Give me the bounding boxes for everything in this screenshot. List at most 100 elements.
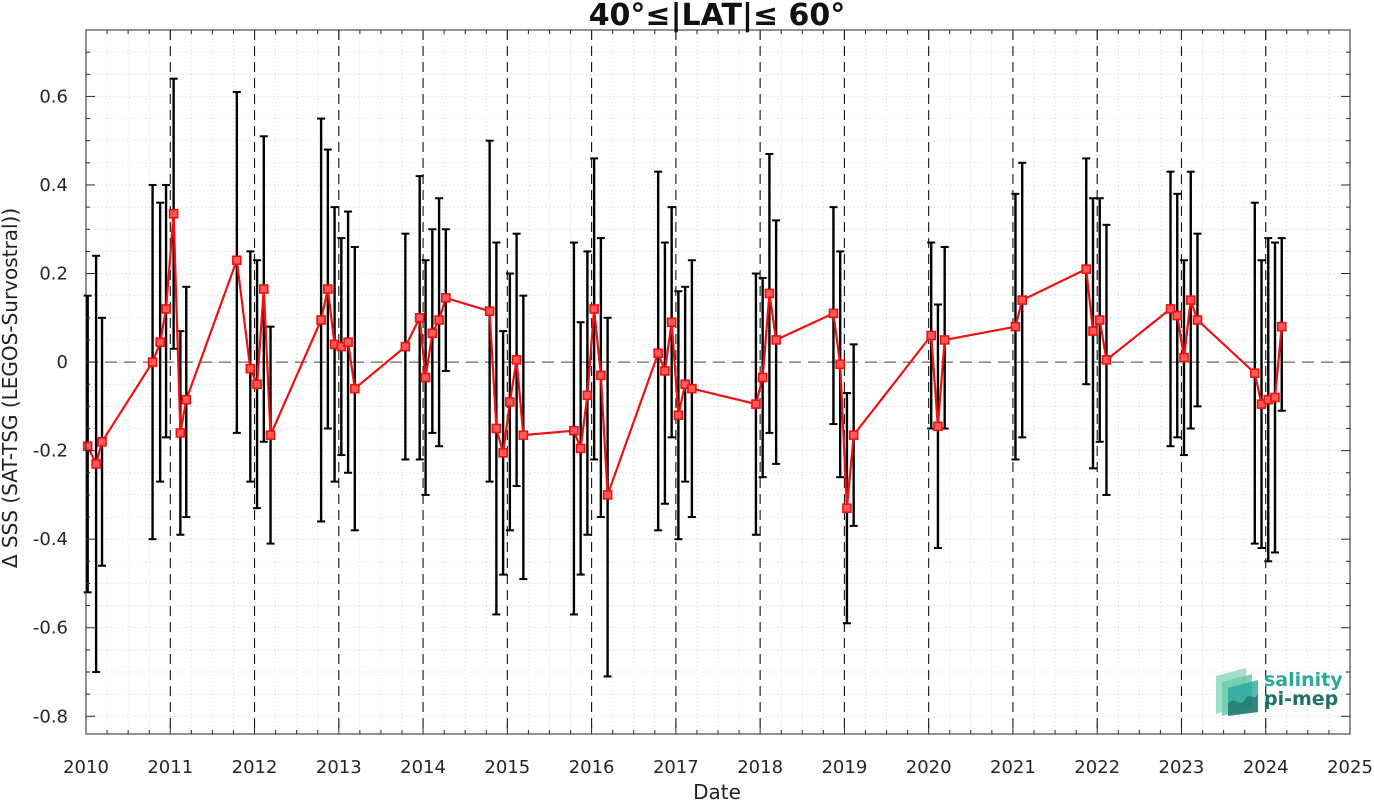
y-tick-label: 0.2 — [39, 264, 68, 285]
data-point-marker — [232, 255, 242, 266]
data-point-marker — [602, 490, 613, 500]
x-tick-label: 2023 — [1159, 757, 1205, 778]
data-point-marker — [1270, 392, 1280, 403]
x-tick-label: 2016 — [569, 757, 615, 778]
data-point-marker — [350, 383, 360, 394]
data-point-marker — [596, 370, 606, 381]
data-point-marker — [1088, 326, 1098, 336]
y-tick-label: -0.8 — [33, 706, 68, 727]
series-markers — [82, 208, 1287, 513]
data-point-marker — [1101, 355, 1112, 365]
data-point-marker — [653, 348, 663, 359]
y-tick-label: -0.6 — [33, 618, 68, 639]
data-point-marker — [265, 430, 276, 440]
x-tick-label: 2018 — [737, 757, 783, 778]
y-tick-labels: 0.6 0.4 0.2 0 -0.2 -0.4 -0.6 -0.8 — [33, 86, 68, 727]
x-tick-label: 2021 — [990, 757, 1036, 778]
x-tick-label: 2010 — [63, 757, 109, 778]
data-point-marker — [1179, 352, 1189, 363]
data-point-marker — [1249, 368, 1260, 378]
data-point-marker — [441, 293, 451, 303]
data-point-marker — [1172, 310, 1183, 321]
data-point-marker — [91, 459, 101, 469]
data-point-marker — [687, 383, 697, 394]
x-tick-label: 2013 — [316, 757, 362, 778]
data-point-marker — [848, 430, 859, 440]
salinity-pimep-logo: salinity pi-mep — [1212, 664, 1352, 720]
data-point-marker — [1165, 304, 1176, 314]
data-point-marker — [569, 425, 579, 436]
data-point-marker — [1192, 315, 1203, 325]
data-point-marker — [939, 335, 950, 345]
data-point-marker — [316, 315, 326, 325]
data-point-marker — [498, 448, 508, 458]
x-axis-label: Date — [693, 780, 741, 801]
year-boundary-lines — [169, 30, 1267, 734]
data-point-marker — [155, 337, 165, 347]
data-point-marker — [484, 306, 495, 316]
x-tick-label: 2012 — [232, 757, 278, 778]
x-tick-label: 2025 — [1327, 757, 1373, 778]
data-point-marker — [764, 288, 775, 299]
x-tick-label: 2017 — [653, 757, 699, 778]
data-point-marker — [245, 363, 256, 374]
data-point-marker — [1010, 321, 1021, 332]
data-point-marker — [1094, 315, 1105, 325]
data-point-marker — [1081, 264, 1092, 274]
data-point-marker — [926, 330, 936, 341]
data-point-marker — [323, 284, 333, 294]
data-point-marker — [771, 335, 781, 345]
wave-logo-icon — [1216, 668, 1258, 716]
data-point-marker — [147, 357, 158, 367]
data-point-marker — [511, 355, 522, 365]
data-point-marker — [82, 441, 93, 452]
logo-line1: salinity — [1264, 669, 1343, 691]
y-axis-label: Δ SSS (SAT-TSG (LEGOS-Survostral)) — [0, 208, 22, 568]
data-point-marker — [343, 337, 353, 347]
x-tick-label: 2011 — [147, 757, 193, 778]
logo-line2: pi-mep — [1264, 688, 1339, 710]
data-point-marker — [518, 430, 529, 440]
data-point-marker — [582, 390, 593, 401]
x-tick-label: 2014 — [400, 757, 446, 778]
data-point-marker — [252, 379, 262, 390]
data-point-marker — [835, 359, 845, 370]
data-point-marker — [491, 423, 502, 434]
x-tick-label: 2022 — [1074, 757, 1120, 778]
data-point-marker — [751, 399, 761, 409]
data-point-marker — [97, 436, 107, 447]
data-point-marker — [259, 284, 269, 294]
data-point-marker — [168, 208, 179, 219]
data-point-marker — [427, 328, 438, 339]
data-point-marker — [933, 421, 943, 432]
y-tick-label: 0 — [57, 352, 68, 373]
y-tick-label: 0.6 — [39, 86, 68, 107]
data-point-marker — [175, 428, 186, 438]
data-point-marker — [660, 366, 670, 376]
x-tick-label: 2024 — [1243, 757, 1289, 778]
data-point-marker — [414, 312, 425, 323]
data-point-marker — [181, 394, 192, 405]
y-tick-label: -0.4 — [33, 529, 68, 550]
data-point-marker — [1185, 295, 1196, 305]
error-bars — [83, 77, 1286, 678]
data-point-marker — [757, 372, 768, 383]
y-tick-label: -0.2 — [33, 441, 68, 462]
x-tick-label: 2020 — [906, 757, 952, 778]
data-point-marker — [434, 315, 444, 325]
data-point-marker — [666, 317, 677, 328]
data-point-marker — [161, 304, 171, 314]
data-point-marker — [420, 372, 431, 383]
data-point-marker — [505, 397, 515, 407]
axes — [85, 29, 1351, 735]
data-point-marker — [575, 443, 586, 454]
grid — [85, 30, 1351, 734]
data-point-marker — [673, 410, 684, 421]
data-point-marker — [589, 304, 599, 314]
data-point-marker — [828, 308, 839, 319]
y-tick-label: 0.4 — [39, 175, 68, 196]
data-point-marker — [842, 503, 852, 513]
x-tick-labels: 2010 2011 2012 2013 2014 2015 2016 2017 2018 2019… — [63, 757, 1373, 778]
data-point-marker — [400, 341, 411, 352]
